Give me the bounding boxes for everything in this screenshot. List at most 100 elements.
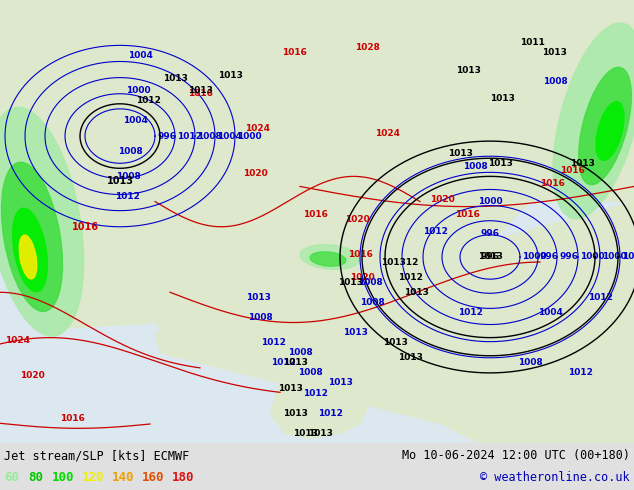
Text: 1013: 1013 [162,74,188,83]
Text: 1020: 1020 [350,273,375,282]
Ellipse shape [1,162,63,312]
Text: 140: 140 [112,471,134,484]
Ellipse shape [0,107,84,336]
Text: 1012: 1012 [302,389,327,397]
Text: 1008: 1008 [297,368,322,377]
Text: 1008: 1008 [463,162,488,171]
Text: 1020: 1020 [243,170,268,178]
Text: 1013: 1013 [382,338,408,347]
Text: 1016: 1016 [60,414,85,423]
Text: 101312: 101312 [381,258,418,267]
Polygon shape [155,0,575,358]
Text: 1013: 1013 [278,384,302,392]
Text: 1016: 1016 [188,89,213,98]
Text: 100: 100 [52,471,75,484]
Text: 1008: 1008 [115,172,140,181]
Text: 1008: 1008 [543,76,568,86]
Text: 1000: 1000 [580,252,605,262]
Text: 1012: 1012 [398,272,422,282]
Text: 1013: 1013 [342,328,368,337]
Text: 1013: 1013 [307,429,332,438]
Text: 60: 60 [4,471,19,484]
Ellipse shape [579,67,631,185]
Text: 1004: 1004 [622,252,634,262]
Text: 1016: 1016 [560,166,585,175]
Text: 1008: 1008 [197,131,222,141]
Ellipse shape [13,208,48,292]
Ellipse shape [300,245,360,270]
Text: 1008: 1008 [118,147,143,156]
Text: 1013: 1013 [477,252,502,262]
Polygon shape [155,201,634,443]
Text: 1013: 1013 [570,159,595,168]
Text: 1013: 1013 [283,409,307,417]
Text: 1008: 1008 [288,348,313,357]
Text: 1000: 1000 [126,86,150,95]
Text: 80: 80 [28,471,43,484]
Text: 1024: 1024 [245,124,270,133]
Ellipse shape [19,235,37,279]
Text: 996: 996 [157,131,176,141]
Text: 1013: 1013 [107,176,134,186]
Text: 1013: 1013 [542,49,567,57]
Text: 996: 996 [481,229,500,238]
Text: 1000: 1000 [237,131,262,141]
Text: 1028: 1028 [355,44,380,52]
Ellipse shape [553,23,634,219]
Text: 1012: 1012 [458,308,482,317]
Text: 1013: 1013 [217,71,242,80]
Text: 1024: 1024 [5,336,30,344]
Text: 1016: 1016 [540,179,565,189]
Text: 996: 996 [559,252,578,262]
Text: 1008: 1008 [358,278,382,287]
Text: 1012: 1012 [271,358,295,368]
Text: 1020: 1020 [345,215,370,224]
Text: 1013: 1013 [448,148,472,158]
Text: 1013: 1013 [488,159,512,168]
Text: 1020: 1020 [430,195,455,203]
Text: 1004: 1004 [122,117,148,125]
Text: 1016: 1016 [348,250,373,259]
Text: 1008: 1008 [248,313,273,322]
Polygon shape [0,201,60,383]
Text: 1013: 1013 [398,353,422,362]
Text: 1000: 1000 [522,252,547,262]
Text: 1016: 1016 [282,49,307,57]
Text: 1012: 1012 [318,409,342,417]
Text: 1004: 1004 [127,51,152,60]
Ellipse shape [310,252,346,266]
Text: 1004: 1004 [538,308,562,317]
Polygon shape [560,0,634,91]
Text: © weatheronline.co.uk: © weatheronline.co.uk [481,471,630,484]
Text: 120: 120 [82,471,105,484]
Text: 1012: 1012 [588,293,612,302]
Text: 1012: 1012 [177,131,202,141]
Text: 1012: 1012 [136,96,160,105]
Text: 180: 180 [172,471,195,484]
Text: 1016: 1016 [72,222,98,232]
Text: 1008: 1008 [517,358,542,368]
Text: 996: 996 [540,252,559,262]
Text: 1013: 1013 [456,66,481,74]
Text: 1013: 1013 [404,288,429,297]
Text: 160: 160 [142,471,164,484]
Text: 1013: 1013 [245,293,271,302]
Text: 1011: 1011 [520,38,545,48]
Text: 1012: 1012 [261,338,285,347]
Text: 1000: 1000 [477,197,502,206]
Text: Jet stream/SLP [kts] ECMWF: Jet stream/SLP [kts] ECMWF [4,449,190,462]
Polygon shape [0,0,634,333]
Ellipse shape [596,101,624,160]
Text: 1020: 1020 [20,371,45,380]
Text: 1008: 1008 [359,298,384,307]
Text: 1013: 1013 [283,358,307,368]
Text: 1013: 1013 [328,378,353,388]
Text: 1016: 1016 [303,210,328,219]
Text: 1016: 1016 [455,210,480,219]
Text: 1000: 1000 [602,252,626,262]
Text: 1013: 1013 [490,94,515,103]
Text: 1024: 1024 [375,129,400,138]
Text: 1012: 1012 [423,227,448,236]
Text: 1012: 1012 [115,192,139,201]
Polygon shape [260,0,634,242]
